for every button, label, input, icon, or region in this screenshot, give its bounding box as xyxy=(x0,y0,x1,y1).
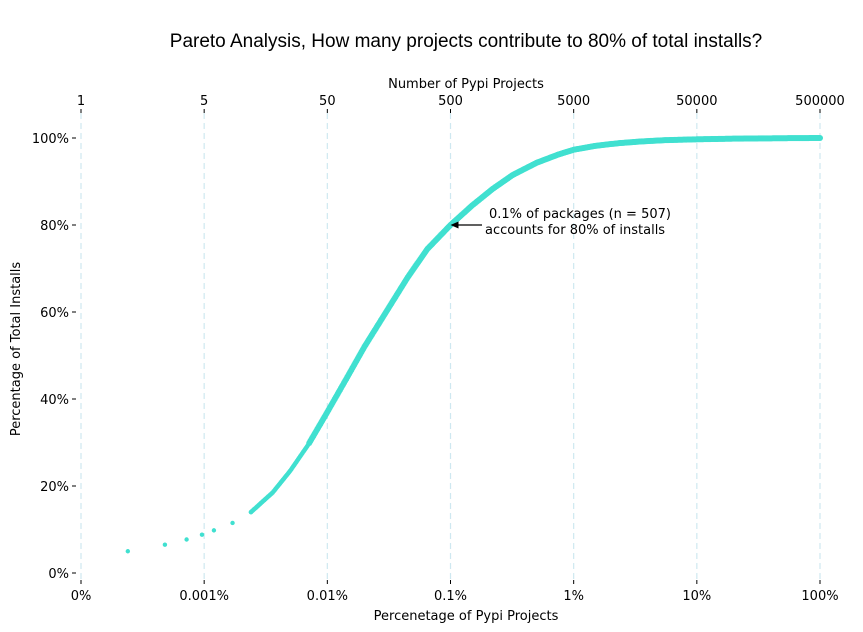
x-tick-label: 1% xyxy=(563,589,584,604)
annotation: 0.1% of packages (n = 507) accounts for … xyxy=(450,207,671,238)
top-x-tick-label: 5000 xyxy=(557,94,590,109)
top-x-tick-label: 500000 xyxy=(795,94,845,109)
y-tick-label: 80% xyxy=(40,219,69,234)
data-point xyxy=(184,537,189,542)
data-point xyxy=(162,542,168,547)
vertical-gridlines xyxy=(80,113,821,580)
top-x-tick-label: 500 xyxy=(438,94,463,109)
data-point xyxy=(199,532,205,537)
chart-title: Pareto Analysis, How many projects contr… xyxy=(170,31,762,52)
y-tick-label: 20% xyxy=(40,480,69,495)
annotation-line-2: accounts for 80% of installs xyxy=(485,223,665,238)
annotation-arrow-head xyxy=(450,221,459,229)
data-point xyxy=(817,135,823,141)
top-x-tick-label: 1 xyxy=(77,94,85,109)
y-tick-labels: 0% 20% 40% 60% 80% 100% xyxy=(32,132,76,582)
x-tick-label: 0.01% xyxy=(307,589,348,604)
y-tick-label: 40% xyxy=(40,393,69,408)
y-tick-label: 0% xyxy=(48,567,69,582)
cumulative-curve xyxy=(125,135,823,554)
x-tick-label: 100% xyxy=(801,589,838,604)
data-point xyxy=(230,520,235,526)
y-tick-label: 60% xyxy=(40,306,69,321)
x-tick-label: 10% xyxy=(682,589,711,604)
data-point xyxy=(211,528,217,533)
top-x-tick-labels: 1 5 50 500 5000 50000 500000 xyxy=(77,94,845,113)
y-axis-label: Percentage of Total Installs xyxy=(9,262,24,437)
y-tick-label: 100% xyxy=(32,132,69,147)
x-tick-labels: 0% 0.001% 0.01% 0.1% 1% 10% 100% xyxy=(71,580,839,604)
top-x-tick-label: 5 xyxy=(200,94,208,109)
x-tick-label: 0.1% xyxy=(434,589,467,604)
annotation-line-1: 0.1% of packages (n = 507) xyxy=(489,207,671,222)
data-point xyxy=(125,549,131,554)
x-tick-label: 0.001% xyxy=(179,589,229,604)
x-tick-label: 0% xyxy=(71,589,92,604)
top-x-tick-label: 50 xyxy=(319,94,336,109)
top-axis-label: Number of Pypi Projects xyxy=(388,77,544,92)
bottom-axis-label: Percenetage of Pypi Projects xyxy=(374,609,559,624)
top-x-tick-label: 50000 xyxy=(676,94,717,109)
